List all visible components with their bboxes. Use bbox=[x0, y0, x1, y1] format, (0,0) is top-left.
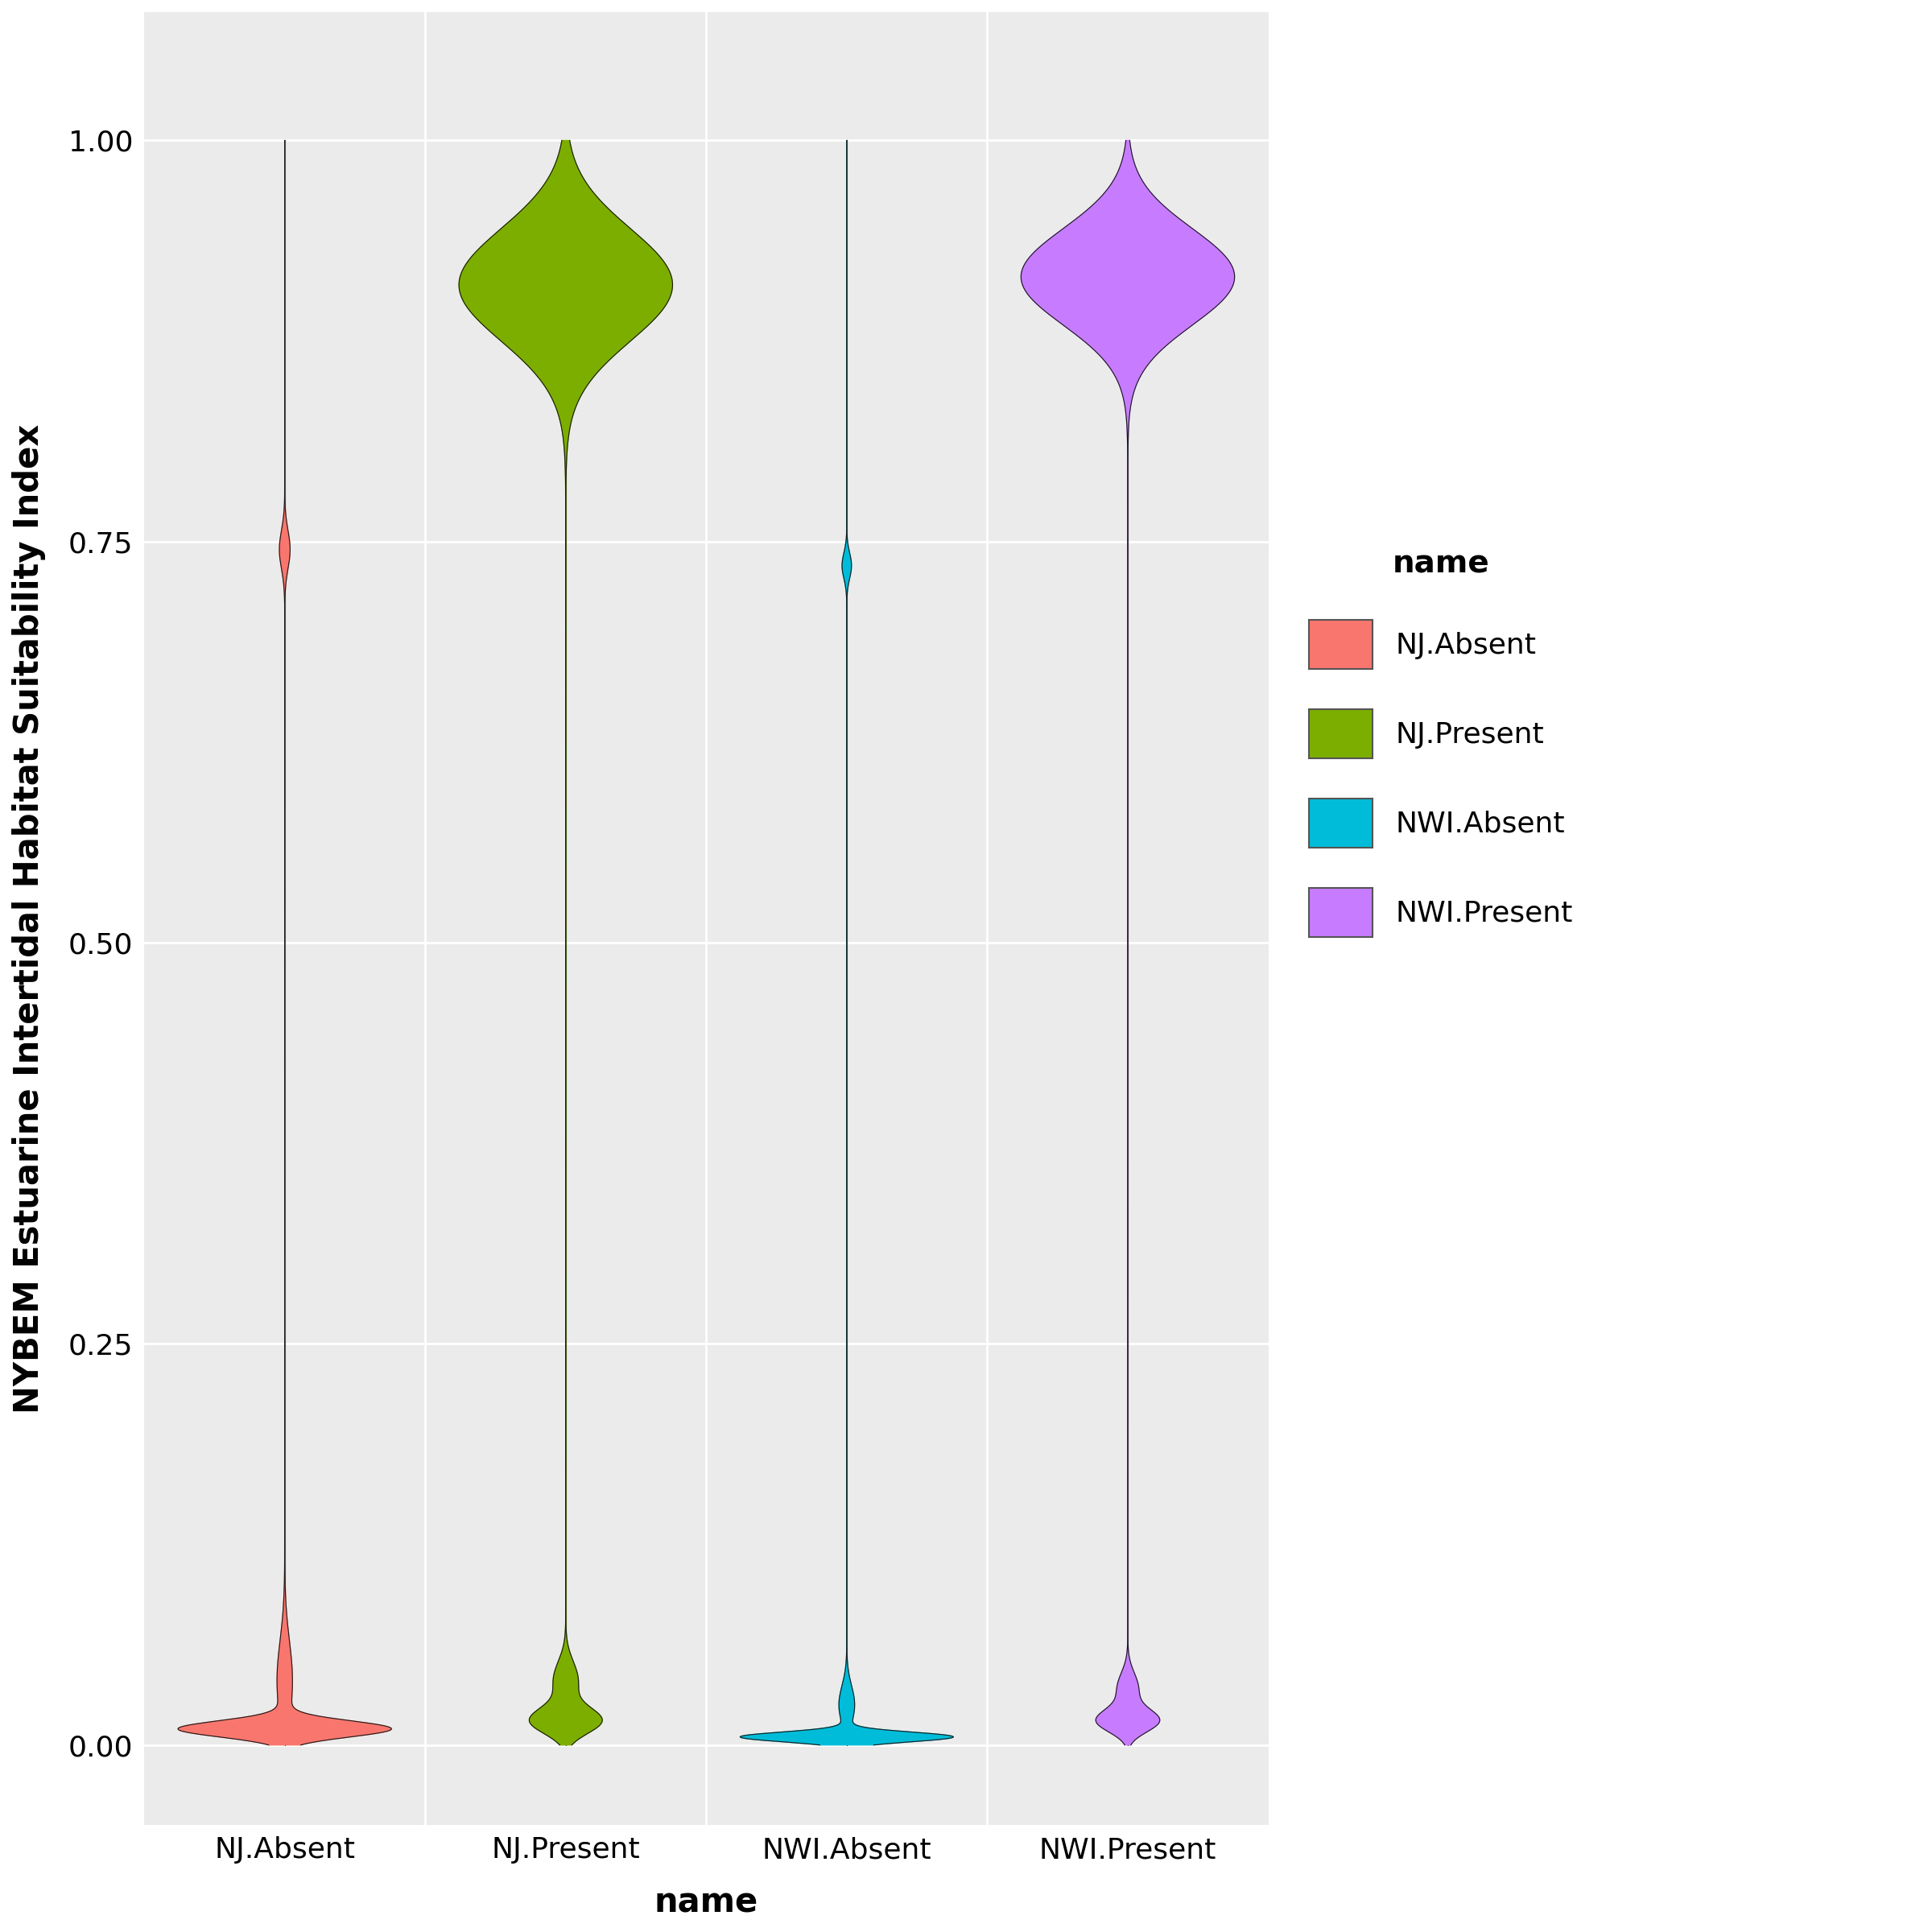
Polygon shape bbox=[740, 141, 954, 1745]
Legend: NJ.Absent, NJ.Present, NWI.Absent, NWI.Present: NJ.Absent, NJ.Present, NWI.Absent, NWI.P… bbox=[1294, 535, 1588, 951]
X-axis label: name: name bbox=[655, 1886, 757, 1920]
Y-axis label: NYBEM Estuarine Intertidal Habitat Suitability Index: NYBEM Estuarine Intertidal Habitat Suita… bbox=[12, 423, 46, 1414]
Polygon shape bbox=[1020, 141, 1235, 1745]
Polygon shape bbox=[460, 141, 672, 1745]
Polygon shape bbox=[178, 141, 392, 1745]
